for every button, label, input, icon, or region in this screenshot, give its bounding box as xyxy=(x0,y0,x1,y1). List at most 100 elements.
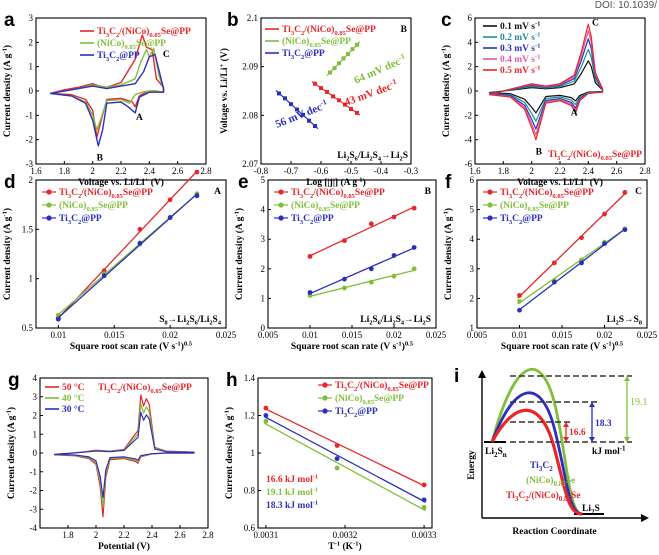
peak-label: A xyxy=(571,108,578,118)
y-axis-label: Current density (A g-1) xyxy=(6,407,17,499)
y-axis-label: Energy xyxy=(467,450,477,480)
catalyst-label: Ti3C2 xyxy=(530,461,553,473)
data-point xyxy=(350,47,355,52)
y-tick-label: -2 xyxy=(26,135,34,145)
data-point xyxy=(283,96,287,101)
x-tick-label: 2.6 xyxy=(172,166,184,176)
data-point xyxy=(331,94,335,99)
data-point xyxy=(421,482,427,488)
data-point xyxy=(355,110,359,115)
data-point xyxy=(368,266,374,272)
y-tick-label: 1 xyxy=(29,274,34,284)
data-point xyxy=(295,107,299,112)
y-tick-label: -1 xyxy=(30,467,38,477)
cv-curve xyxy=(489,23,604,141)
legend-label: Ti3C2@PP xyxy=(500,214,543,226)
panel-f: 0.005 0.01 0.015 0.02 0.025 1 2 3 4 5 6 Square root… xyxy=(443,172,658,352)
data-point xyxy=(421,504,427,510)
legend-label: Ti3C2/(NiCo)0.85Se@PP xyxy=(59,187,153,200)
x-tick-label: 0.02 xyxy=(386,330,402,340)
legend-label: Ti3C2@PP xyxy=(291,214,334,226)
fit-line xyxy=(517,227,627,305)
x-tick-label: -0.3 xyxy=(404,166,419,176)
data-point xyxy=(263,405,269,411)
y-axis-label: Current density (A g-1) xyxy=(441,45,452,137)
y-tick-label: 1 xyxy=(261,293,266,303)
y-tick-label: 0 xyxy=(468,86,473,96)
data-point xyxy=(313,81,317,86)
peak-label: A xyxy=(136,113,143,123)
data-point xyxy=(349,107,353,112)
x-tick-label: 0.025 xyxy=(216,330,237,340)
x-tick-label: 0.025 xyxy=(426,330,447,340)
data-point xyxy=(101,273,107,279)
x-tick-label: 0.02 xyxy=(162,330,178,340)
y-tick-label: -4 xyxy=(465,135,473,145)
chart-caption: Ti3C2/(NiCo)0.85Se@PP xyxy=(98,382,192,395)
x-axis-label: Potential (V) xyxy=(98,541,150,552)
panel-label: d xyxy=(4,172,16,193)
fit-line xyxy=(308,206,416,258)
fit-line xyxy=(264,415,426,503)
legend-label: Ti3C2/(NiCo)0.85Se@PP xyxy=(282,24,376,37)
x-axis-label: Log [|j|] (A g-1) xyxy=(306,177,366,188)
x-tick-label: 2.8 xyxy=(202,530,214,540)
legend-marker xyxy=(46,215,52,221)
step-label: C xyxy=(635,187,642,197)
catalyst-label: Ti3C2/(NiCo)0.85Se xyxy=(506,490,581,503)
x-tick-label: 2 xyxy=(94,530,99,540)
data-point xyxy=(194,169,200,175)
y-axis-label: Voltage vs. Li/Li+ (V) xyxy=(219,48,230,134)
legend-marker xyxy=(487,215,493,221)
panel-label: e xyxy=(238,172,249,193)
y-tick-label: 3 xyxy=(470,264,475,274)
data-point xyxy=(368,221,374,227)
arrow-head xyxy=(589,402,595,407)
data-point xyxy=(334,456,340,462)
reaction-label: S8→Li2S6/Li2S4 xyxy=(159,315,222,327)
legend-label: (NiCo)0.85Se@PP xyxy=(97,38,166,51)
x-tick-label: 0.02 xyxy=(597,330,613,340)
step-label: B xyxy=(425,187,432,197)
legend-label: (NiCo)0.85Se@PP xyxy=(282,36,351,49)
x-tick-label: 0.005 xyxy=(258,330,279,340)
x-tick-label: 2.6 xyxy=(611,166,623,176)
y-tick-label: 0 xyxy=(33,448,38,458)
data-point xyxy=(602,211,607,217)
legend-marker xyxy=(322,382,328,388)
data-point xyxy=(337,61,341,66)
data-point xyxy=(334,465,340,471)
data-point xyxy=(342,238,347,244)
x-tick-label: 0.0031 xyxy=(254,530,279,540)
unit-label: kJ mol-1 xyxy=(592,445,626,458)
reaction-path xyxy=(490,368,583,516)
x-tick-label: 0.005 xyxy=(467,330,488,340)
y-tick-label: 2 xyxy=(29,175,34,185)
legend-label: (NiCo)0.85Se@PP xyxy=(291,200,360,213)
legend-label: 0.1 mV s-1 xyxy=(500,21,540,32)
data-point xyxy=(411,205,417,211)
x-tick-label: -0.8 xyxy=(254,166,269,176)
fit-line xyxy=(264,422,426,512)
data-point xyxy=(517,293,522,298)
x-axis-label: T-1 (K-1) xyxy=(328,541,361,552)
x-axis-label: Voltage vs. Li/Li+ (V) xyxy=(78,177,164,188)
x-tick-label: 0.0032 xyxy=(333,530,358,540)
y-tick-label: 0.5 xyxy=(22,323,34,333)
x-tick-label: 0.0033 xyxy=(412,530,437,540)
data-point xyxy=(342,276,347,282)
legend-marker xyxy=(487,189,493,195)
data-point xyxy=(355,42,359,47)
fit-line xyxy=(308,246,416,295)
y-tick-label: -3 xyxy=(30,504,38,514)
panel-a: 1.6 1.8 2 2.2 2.4 2.6 2.8 -3 -2 -1 0 1 2 3 Voltage vs.… xyxy=(2,10,212,188)
y-tick-label: 3 xyxy=(29,13,34,23)
reaction-path xyxy=(490,408,583,516)
y-tick-label: -2 xyxy=(465,110,473,120)
legend-label: 40 °C xyxy=(62,393,85,404)
step-label: A xyxy=(214,187,221,197)
start-species-label: Li2Sn xyxy=(485,447,507,459)
peak-label: C xyxy=(592,18,599,28)
panel-b: -0.8 -0.7 -0.6 -0.5 -0.4 -0.3 2.07 2.08 2.09 2.1 L… xyxy=(219,10,419,188)
